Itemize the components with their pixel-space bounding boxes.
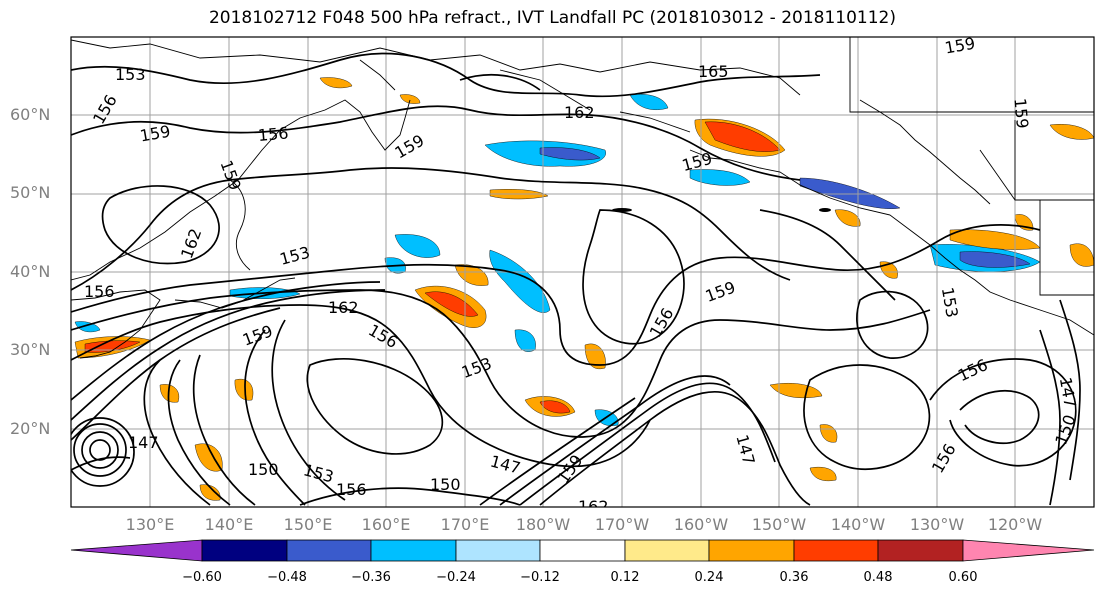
contour-label: 165 <box>698 62 729 81</box>
lon-label: 160°W <box>673 515 729 534</box>
lon-label: 140°W <box>830 515 886 534</box>
colorbar-segment <box>624 539 710 562</box>
colorbar-segment <box>201 539 288 562</box>
contour-label: 156 <box>257 123 289 145</box>
map-frame <box>70 36 1095 508</box>
map-panel: 153 156 159 156 159 159 162 153 156 162 … <box>71 34 1094 516</box>
colorbar-tick-label: −0.60 <box>182 570 222 585</box>
shade-orange <box>1049 124 1094 140</box>
colorbar-segment <box>708 539 795 562</box>
lon-label: 140°E <box>204 515 254 534</box>
colorbar-tick-label: 0.12 <box>610 570 640 585</box>
map-title: 2018102712 F048 500 hPa refract., IVT La… <box>208 8 896 28</box>
colorbar-segment <box>793 539 879 562</box>
colorbar-segment <box>877 539 964 562</box>
lon-label: 160°E <box>361 515 411 534</box>
lat-label: 20°N <box>10 419 51 438</box>
shade-orange <box>454 264 489 286</box>
contour-label: 147 <box>128 433 159 452</box>
contour-label: 156 <box>84 282 115 301</box>
shade-blue <box>629 94 669 110</box>
shade-blue <box>74 321 101 333</box>
contour-label: 162 <box>564 103 595 122</box>
lon-label: 150°W <box>751 515 807 534</box>
shade-orange <box>769 383 823 398</box>
lon-label: 120°W <box>987 515 1043 534</box>
lon-label: 130°E <box>125 515 175 534</box>
contour-label: 150 <box>430 475 461 494</box>
lon-label: 150°E <box>283 515 333 534</box>
lon-label: 170°E <box>440 515 490 534</box>
colorbar-tick-label: 0.36 <box>779 570 809 585</box>
contour-lines <box>71 52 1081 506</box>
colorbar-segment <box>370 539 457 562</box>
lon-label: 170°W <box>594 515 650 534</box>
lat-label: 40°N <box>10 262 51 281</box>
colorbar-tick-label: −0.12 <box>520 570 560 585</box>
shade-darkblue <box>539 147 601 161</box>
contour-label-layer: 153 156 159 156 159 159 162 153 156 162 … <box>84 34 1080 516</box>
shade-orange <box>834 209 861 227</box>
colorbar-tick-label: −0.48 <box>267 570 307 585</box>
colorbar-tick-label: 0.48 <box>863 570 893 585</box>
colorbar-tick-label: 0.60 <box>948 570 978 585</box>
lon-label: 180°W <box>515 515 571 534</box>
shade-darkblue <box>959 251 1031 268</box>
contour-label: 162 <box>328 298 359 317</box>
lat-label: 50°N <box>10 183 51 202</box>
colorbar <box>70 539 1095 562</box>
colorbar-segment <box>539 539 626 562</box>
contour-label: 159 <box>943 34 976 58</box>
colorbar-extend-right <box>962 539 1095 562</box>
shade-orange <box>1069 243 1094 267</box>
lat-label: 30°N <box>10 340 51 359</box>
contour-label: 153 <box>115 65 146 84</box>
contour-label: 150 <box>248 460 279 479</box>
colorbar-extend-left <box>70 539 203 562</box>
contour-label: 162 <box>578 497 609 516</box>
lon-label: 130°W <box>909 515 965 534</box>
colorbar-tick-label: −0.36 <box>351 570 391 585</box>
shade-red <box>539 400 571 414</box>
colorbar-segment <box>286 539 372 562</box>
shade-darkblue <box>799 177 901 209</box>
graticule <box>71 37 1094 507</box>
shade-blue <box>394 234 441 258</box>
colorbar-tick-label: −0.24 <box>436 570 476 585</box>
shade-red <box>704 121 781 152</box>
lat-label: 60°N <box>10 105 51 124</box>
shade-orange <box>319 77 353 89</box>
colorbar-tick-label: 0.24 <box>694 570 724 585</box>
contour-label: 156 <box>336 480 367 499</box>
colorbar-segment <box>455 539 541 562</box>
contour-label: 159 <box>1010 97 1032 129</box>
shade-orange <box>809 467 837 481</box>
closed-contours <box>612 208 831 212</box>
shade-orange <box>199 484 221 501</box>
shade-orange <box>399 94 421 104</box>
